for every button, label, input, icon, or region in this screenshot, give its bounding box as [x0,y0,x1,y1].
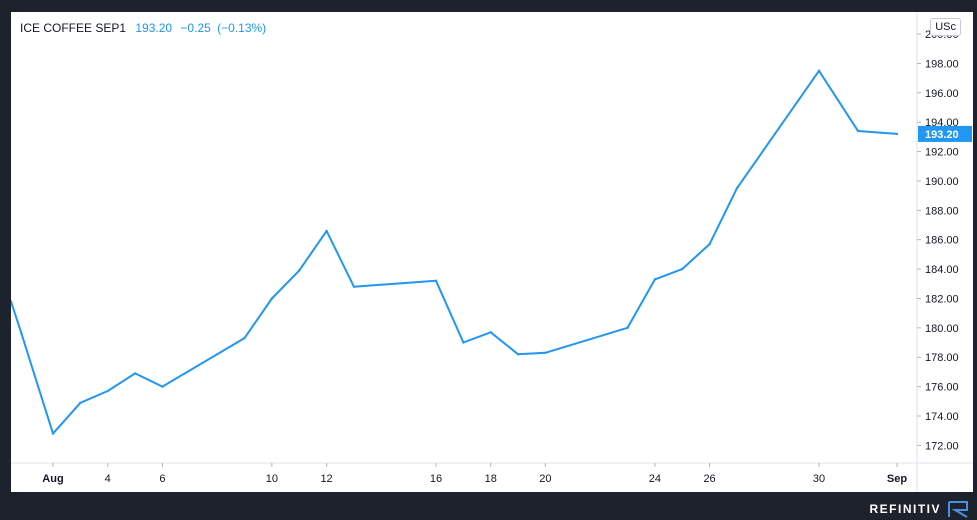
legend-values: 193.20 −0.25 (−0.13%) [135,21,266,35]
price-point [79,401,82,404]
y-tick-label: 190.00 [925,176,959,188]
x-tick-label: 4 [105,473,111,485]
price-point [243,336,246,340]
refinitiv-logo-icon [948,501,968,518]
price-point [106,389,109,393]
x-tick-label: 20 [539,473,551,485]
price-point [516,353,520,356]
y-tick-label: 192.00 [925,147,959,159]
price-point [270,297,274,300]
y-tick-label: 172.00 [925,440,959,452]
price-point [681,267,684,271]
price-point [489,331,492,334]
price-point [462,341,465,344]
y-tick-label: 182.00 [925,293,959,305]
chart-frame: 172.00 174.00 176.00 178.00 180.00 182.00 184.… [11,12,973,492]
x-tick-label: 12 [320,473,332,485]
x-tick-label: 30 [813,473,825,485]
price-point [708,242,711,246]
legend-change: −0.25 [180,21,211,35]
last-price-label: 193.20 [925,129,959,141]
x-axis: Aug 4 6 10 12 16 18 20 24 26 30 Sep [11,462,973,485]
y-tick-label: 184.00 [925,264,959,276]
legend-last-price: 193.20 [135,21,173,35]
brand-name: REFINITIV [869,502,941,516]
y-tick-label: 180.00 [925,323,959,335]
price-point [434,279,438,283]
price-point [11,300,13,303]
x-tick-label: 6 [159,473,165,485]
x-tick-label: 26 [703,473,715,485]
price-chart[interactable]: 172.00 174.00 176.00 178.00 180.00 182.00 184.… [11,12,973,492]
price-point [133,372,137,375]
y-tick-label: 186.00 [925,235,959,247]
y-tick-label: 176.00 [925,382,959,394]
price-line [11,69,898,435]
x-tick-label: 18 [485,473,497,485]
y-tick-label: 188.00 [925,205,959,217]
x-tick-label: Aug [42,473,63,485]
last-price-badge [918,125,972,142]
y-tick-label: 198.00 [925,58,959,70]
series-layer [11,69,899,435]
legend-symbol: ICE COFFEE SEP1 [20,21,127,35]
price-point [298,269,301,272]
price-point [735,187,739,190]
price-point [653,278,657,281]
price-point [51,432,55,435]
price-point [325,229,328,233]
x-tick-label: 24 [649,473,661,485]
price-point [817,69,821,72]
last-price-marker: 193.20 [918,125,972,142]
x-tick-label: 16 [430,473,442,485]
currency-badge[interactable]: USc [930,18,961,36]
y-tick-label: 174.00 [925,411,959,423]
x-tick-label: 10 [266,473,278,485]
price-point [161,385,164,388]
price-point [626,326,629,330]
legend-change-pct: (−0.13%) [217,21,267,35]
y-tick-label: 178.00 [925,352,959,364]
price-point [856,129,860,133]
price-point [20,332,23,335]
price-point [895,132,899,136]
x-tick-label: Sep [887,473,907,485]
price-point [544,351,547,355]
y-tick-label: 196.00 [925,88,959,100]
y-axis: 172.00 174.00 176.00 178.00 180.00 182.00 184.… [916,12,959,492]
price-point [352,285,356,288]
chart-legend: ICE COFFEE SEP1 193.20 −0.25 (−0.13%) [20,21,266,35]
